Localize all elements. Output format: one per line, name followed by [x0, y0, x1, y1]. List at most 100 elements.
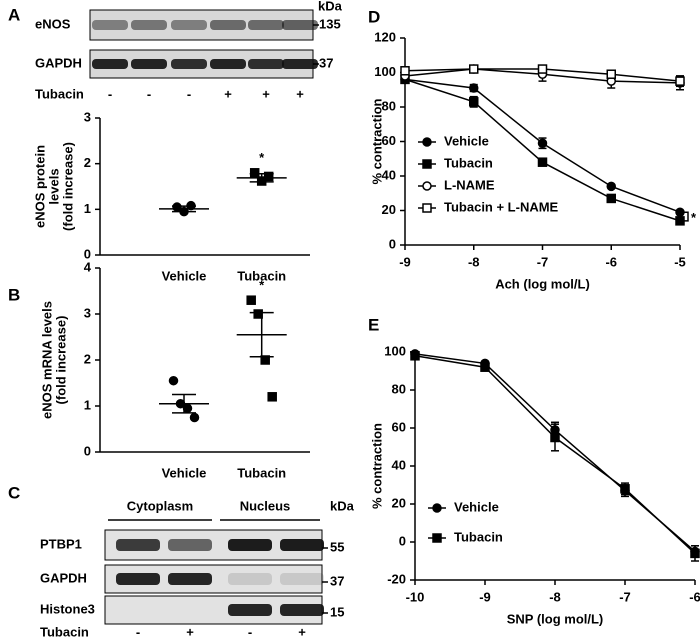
y-axis-label: eNOS mRNA levels — [39, 301, 54, 419]
annotation: * — [259, 150, 265, 165]
lane-label: - — [248, 624, 252, 639]
marker — [469, 97, 479, 107]
blot-band — [210, 59, 246, 69]
y-axis-label: eNOS protein — [32, 145, 47, 228]
marker — [175, 398, 186, 409]
blot-row-label: eNOS — [35, 16, 71, 31]
y-axis-label: levels — [46, 168, 61, 204]
size-label: 37 — [330, 573, 344, 588]
blot-band — [131, 20, 167, 30]
blot-band — [92, 59, 128, 69]
blot-band — [228, 573, 272, 585]
blot-band — [280, 604, 324, 616]
marker — [422, 159, 432, 169]
marker — [267, 392, 277, 402]
series-line — [414, 355, 696, 554]
marker — [432, 503, 442, 513]
y-tick-label: 0 — [399, 533, 406, 548]
marker — [260, 355, 270, 365]
marker — [537, 157, 548, 167]
marker — [422, 181, 432, 191]
y-tick-label: 60 — [382, 133, 396, 148]
marker — [422, 203, 432, 213]
blot-row-label: PTBP1 — [40, 536, 82, 551]
blot-band — [280, 573, 324, 585]
x-axis-label: SNP (log mol/L) — [507, 611, 604, 626]
x-tick-label: -7 — [619, 589, 631, 604]
group-label: Nucleus — [240, 498, 291, 513]
y-tick-label: 80 — [392, 381, 406, 396]
marker — [432, 533, 442, 543]
blot-row-label: Histone3 — [40, 601, 95, 616]
x-axis-label: Ach (log mol/L) — [495, 276, 590, 291]
y-tick-label: 80 — [382, 98, 396, 113]
size-label: 135 — [319, 16, 341, 31]
blot-frame — [104, 564, 323, 594]
lane-label: - — [147, 86, 151, 101]
y-tick-label: 40 — [382, 167, 396, 182]
legend-label: Tubacin — [454, 529, 503, 544]
x-tick-label: -6 — [605, 254, 617, 269]
y-tick-label: 1 — [84, 397, 91, 412]
marker — [400, 66, 410, 76]
legend-label: Tubacin + L-NAME — [444, 199, 559, 214]
blot-row-label: GAPDH — [35, 55, 82, 70]
y-tick-label: 100 — [374, 64, 396, 79]
x-tick-label: -9 — [399, 254, 411, 269]
x-tick-label: -8 — [549, 589, 561, 604]
blot-row-label: GAPDH — [40, 570, 87, 585]
blot-band — [131, 59, 167, 69]
blot-band — [92, 20, 128, 30]
y-axis-label: (fold increase) — [60, 142, 75, 231]
y-tick-label: 40 — [392, 457, 406, 472]
blot-band — [282, 59, 318, 69]
blot-band — [168, 573, 212, 585]
blot-band — [171, 59, 207, 69]
lane-label: - — [187, 86, 191, 101]
lane-label: - — [108, 86, 112, 101]
y-tick-label: 0 — [84, 246, 91, 261]
marker — [249, 168, 260, 178]
y-tick-label: 2 — [84, 155, 91, 170]
marker — [469, 83, 479, 93]
y-tick-label: 20 — [382, 202, 396, 217]
panel-label: E — [368, 315, 379, 334]
marker — [182, 403, 193, 414]
size-label: 55 — [330, 539, 344, 554]
blot-band — [116, 539, 160, 551]
legend-label: L-NAME — [444, 177, 495, 192]
blot-band — [210, 20, 246, 30]
lane-label: + — [186, 624, 194, 639]
x-tick-label: Vehicle — [162, 465, 207, 480]
x-tick-label: -10 — [406, 589, 425, 604]
marker — [480, 362, 490, 372]
blot-band — [248, 20, 284, 30]
marker — [179, 206, 189, 217]
marker — [606, 193, 616, 204]
marker — [606, 181, 616, 192]
lane-label: + — [224, 86, 232, 101]
legend-label: Vehicle — [454, 499, 499, 514]
y-axis-label: % contraction — [369, 423, 384, 509]
lane-label: - — [136, 624, 140, 639]
panel-label: C — [8, 483, 20, 502]
y-axis-label: % contraction — [369, 98, 384, 184]
size-label: 15 — [330, 604, 344, 619]
marker — [550, 432, 560, 443]
lane-label: + — [262, 86, 270, 101]
blot-band — [228, 539, 272, 551]
series-line — [414, 353, 696, 553]
x-tick-label: Tubacin — [237, 268, 286, 283]
x-tick-label: -7 — [537, 254, 549, 269]
group-label: Cytoplasm — [127, 498, 193, 513]
panel-label: A — [8, 5, 20, 24]
panel-label: B — [8, 285, 20, 304]
bracket — [684, 211, 689, 222]
annotation: * — [691, 210, 697, 225]
y-tick-label: 3 — [84, 109, 91, 124]
legend-label: Tubacin — [444, 155, 493, 170]
y-tick-label: 0 — [84, 443, 91, 458]
x-tick-label: Vehicle — [162, 268, 207, 283]
